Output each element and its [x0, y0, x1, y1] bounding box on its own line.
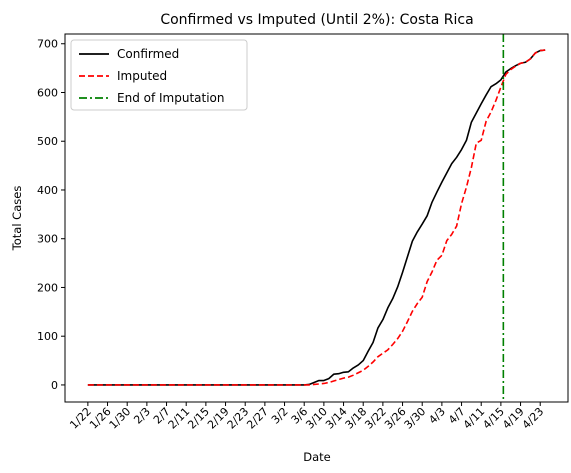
y-tick-label: 500 [37, 135, 58, 148]
x-tick-label: 4/3 [426, 405, 448, 427]
x-tick-label: 3/30 [402, 405, 429, 432]
series-line-imputed [87, 49, 546, 386]
y-axis-label: Total Cases [10, 186, 24, 252]
x-tick-label: 3/2 [269, 405, 291, 427]
legend-entry-confirmed: Confirmed [117, 47, 179, 61]
x-tick-label: 2/3 [131, 405, 153, 427]
legend-box [70, 39, 248, 111]
x-axis-label: Date [303, 450, 331, 464]
y-tick-label: 400 [37, 184, 58, 197]
y-tick-label: 100 [37, 330, 58, 343]
series-line-confirmed [87, 49, 546, 386]
y-tick-label: 600 [37, 86, 58, 99]
x-tick-label: 1/30 [107, 405, 134, 432]
x-tick-label: 4/23 [520, 405, 547, 432]
y-tick-label: 300 [37, 233, 58, 246]
legend-entry-end-of-imputation: End of Imputation [117, 91, 225, 105]
chart-title: Confirmed vs Imputed (Until 2%): Costa R… [160, 12, 473, 28]
plot-area [87, 34, 546, 402]
legend: Confirmed Imputed End of Imputation [70, 39, 248, 111]
y-tick-label: 0 [51, 379, 58, 392]
x-tick-label: 2/27 [244, 405, 271, 432]
legend-entry-imputed: Imputed [117, 69, 167, 83]
y-tick-label: 200 [37, 281, 58, 294]
y-tick-label: 700 [37, 38, 58, 51]
plot-frame [64, 33, 569, 403]
